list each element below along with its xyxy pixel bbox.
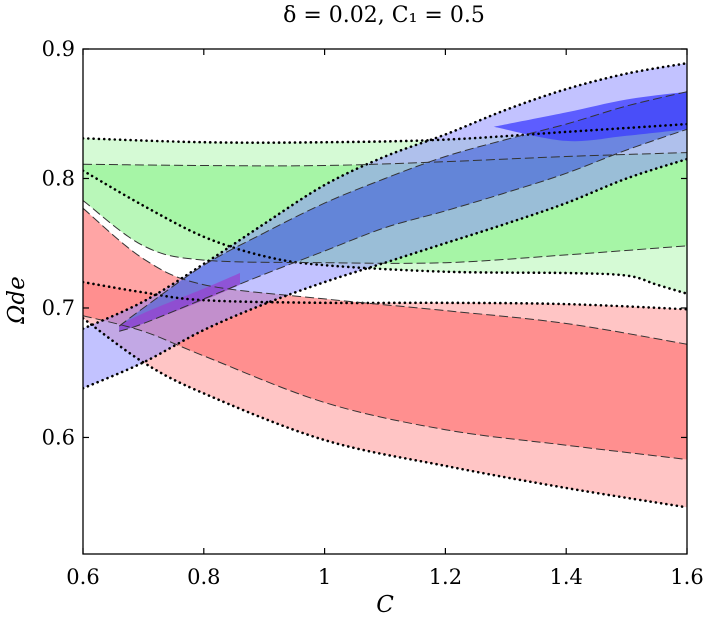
band-red-1sigma (83, 208, 687, 460)
x-tick-label: 0.8 (187, 565, 220, 589)
x-tick-label: 1.2 (429, 565, 462, 589)
y-tick-label: 0.7 (42, 296, 75, 320)
contour-red-2sigma-upper (83, 280, 687, 311)
y-tick-label: 0.8 (42, 166, 75, 190)
band-fills (83, 63, 687, 508)
y-axis-label: Ωde (4, 276, 30, 324)
contour-red-1sigma-upper (83, 207, 687, 345)
band-outlines (83, 61, 687, 509)
y-tick-label: 0.9 (42, 37, 75, 61)
y-tick-label: 0.6 (42, 425, 75, 449)
contour-blue-1sigma-lower (119, 128, 687, 332)
contour-blue-2sigma-upper (83, 61, 687, 330)
x-tick-label: 0.6 (66, 565, 99, 589)
x-tick-label: 1.4 (549, 565, 582, 589)
x-tick-label: 1.6 (670, 565, 703, 589)
plot-frame (82, 48, 688, 555)
band-blue-1sigma (119, 91, 687, 332)
contour-green-2sigma-lower (83, 169, 687, 295)
contour-green-2sigma-upper (83, 122, 687, 144)
plot-area (83, 61, 687, 509)
contour-red-2sigma-lower (83, 317, 687, 509)
contour-blue-1sigma-upper (118, 91, 687, 327)
axes: 0.6 0.8 1 1.2 1.4 1.6 0.6 0.7 0.8 0.9 (42, 37, 704, 589)
x-tick-label: 1 (318, 565, 331, 589)
band-purple-core (119, 273, 240, 332)
contour-green-1sigma-lower (83, 200, 687, 264)
contour-blue-2sigma-lower (83, 157, 687, 390)
x-axis-label: C (376, 592, 394, 618)
contour-green-1sigma-upper (83, 152, 687, 167)
chart-title: δ = 0.02, C₁ = 0.5 (283, 3, 485, 28)
